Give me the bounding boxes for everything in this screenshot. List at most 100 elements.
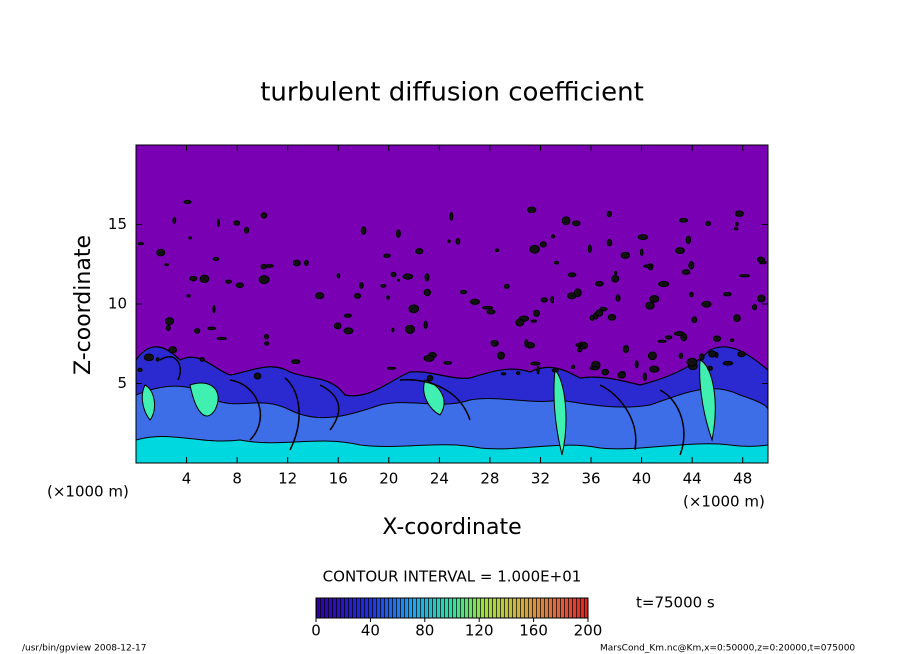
y-tick-label: 5 bbox=[117, 374, 127, 392]
field-spot bbox=[486, 309, 496, 315]
contour-interval: CONTOUR INTERVAL = 1.000E+01 bbox=[323, 568, 582, 586]
field-spot bbox=[137, 242, 144, 246]
colorbar-levels bbox=[316, 598, 588, 618]
field-spot bbox=[460, 289, 468, 295]
field-spot bbox=[423, 320, 428, 330]
x-tick-label: 36 bbox=[581, 470, 600, 488]
field-spot bbox=[426, 374, 434, 382]
field-spot bbox=[614, 270, 618, 276]
field-spot bbox=[553, 260, 560, 265]
field-spot bbox=[589, 314, 595, 322]
field-spot bbox=[186, 294, 191, 298]
field-spot bbox=[688, 291, 694, 298]
time-label: t=75000 s bbox=[636, 594, 715, 612]
field-spot bbox=[199, 274, 210, 284]
field-spot bbox=[515, 371, 521, 376]
field-spot bbox=[617, 371, 626, 379]
field-spot bbox=[601, 368, 609, 376]
field-spot bbox=[292, 259, 301, 267]
field-layer bbox=[136, 435, 768, 463]
field-spot bbox=[253, 372, 262, 380]
field-spot bbox=[443, 361, 452, 365]
field-spot bbox=[386, 295, 390, 300]
colorbar-tick-label: 40 bbox=[361, 622, 380, 640]
field-spot bbox=[156, 248, 166, 257]
field-spot bbox=[733, 314, 741, 322]
field-spot bbox=[649, 365, 660, 373]
field-spot bbox=[575, 343, 583, 347]
field-spot bbox=[183, 199, 192, 205]
field-spot bbox=[390, 271, 397, 278]
field-spot bbox=[225, 279, 232, 284]
colorbar-tick-label: 200 bbox=[574, 622, 603, 640]
field-spot bbox=[530, 319, 538, 323]
x-tick-label: 16 bbox=[329, 470, 348, 488]
field-spot bbox=[243, 226, 250, 234]
field-spot bbox=[657, 339, 667, 343]
field-spot bbox=[757, 294, 766, 303]
field-spot bbox=[664, 335, 673, 340]
field-spot bbox=[354, 292, 362, 299]
field-spot bbox=[707, 365, 713, 371]
field-spot bbox=[589, 366, 600, 371]
colorbar-tick-label: 120 bbox=[465, 622, 494, 640]
contour-field bbox=[136, 145, 768, 463]
field-spot bbox=[188, 236, 193, 240]
field-spot bbox=[737, 350, 746, 358]
field-spot bbox=[359, 281, 364, 289]
field-patch bbox=[141, 359, 716, 456]
field-spot bbox=[540, 297, 548, 303]
field-spot bbox=[642, 264, 654, 268]
field-spot bbox=[539, 241, 547, 248]
field-spot bbox=[304, 259, 309, 267]
x-tick-label: 28 bbox=[480, 470, 499, 488]
field-spot bbox=[496, 351, 505, 360]
field-spot bbox=[536, 365, 540, 375]
field-spot bbox=[722, 360, 734, 366]
x-axis-label: X-coordinate bbox=[382, 515, 521, 540]
field-spot bbox=[595, 309, 604, 317]
field-spot bbox=[561, 216, 571, 226]
field-spot bbox=[216, 336, 227, 341]
field-spot bbox=[235, 282, 245, 289]
x-tick-label: 4 bbox=[182, 470, 192, 488]
field-spot bbox=[733, 227, 739, 231]
field-spot bbox=[712, 335, 722, 342]
x-tick-label: 44 bbox=[683, 470, 702, 488]
field-spot bbox=[233, 220, 241, 226]
field-spot bbox=[688, 261, 695, 270]
x-tick-label: 24 bbox=[430, 470, 449, 488]
field-spot bbox=[336, 273, 341, 279]
field-spot bbox=[447, 239, 451, 243]
field-spot bbox=[260, 212, 268, 219]
field-spot bbox=[675, 247, 685, 255]
field-spot bbox=[615, 294, 621, 302]
field-spot bbox=[551, 368, 559, 373]
y-tick-label: 15 bbox=[108, 215, 127, 233]
field-spot bbox=[573, 288, 582, 298]
x-tick-label: 12 bbox=[278, 470, 297, 488]
field-spot bbox=[164, 317, 175, 326]
field-spot bbox=[705, 221, 712, 227]
field-spot bbox=[587, 244, 592, 254]
field-spot bbox=[751, 304, 758, 311]
y-tick-label: 10 bbox=[108, 295, 127, 313]
field-spot bbox=[194, 327, 201, 334]
field-spot bbox=[567, 272, 577, 278]
x-tick-label: 8 bbox=[232, 470, 242, 488]
field-spot bbox=[380, 283, 387, 288]
field-spot bbox=[678, 352, 684, 359]
colorbar-frame bbox=[315, 597, 589, 619]
field-spot bbox=[212, 256, 220, 262]
field-spot bbox=[678, 217, 688, 223]
field-spot bbox=[290, 359, 301, 365]
field-spots bbox=[137, 199, 767, 382]
chart-title: turbulent diffusion coefficient bbox=[260, 78, 644, 108]
field-spot bbox=[708, 350, 717, 358]
field-spot bbox=[343, 327, 354, 335]
field-spot bbox=[263, 333, 269, 340]
field-spot bbox=[685, 235, 692, 245]
field-spot bbox=[137, 367, 143, 373]
field-spot bbox=[482, 306, 494, 310]
